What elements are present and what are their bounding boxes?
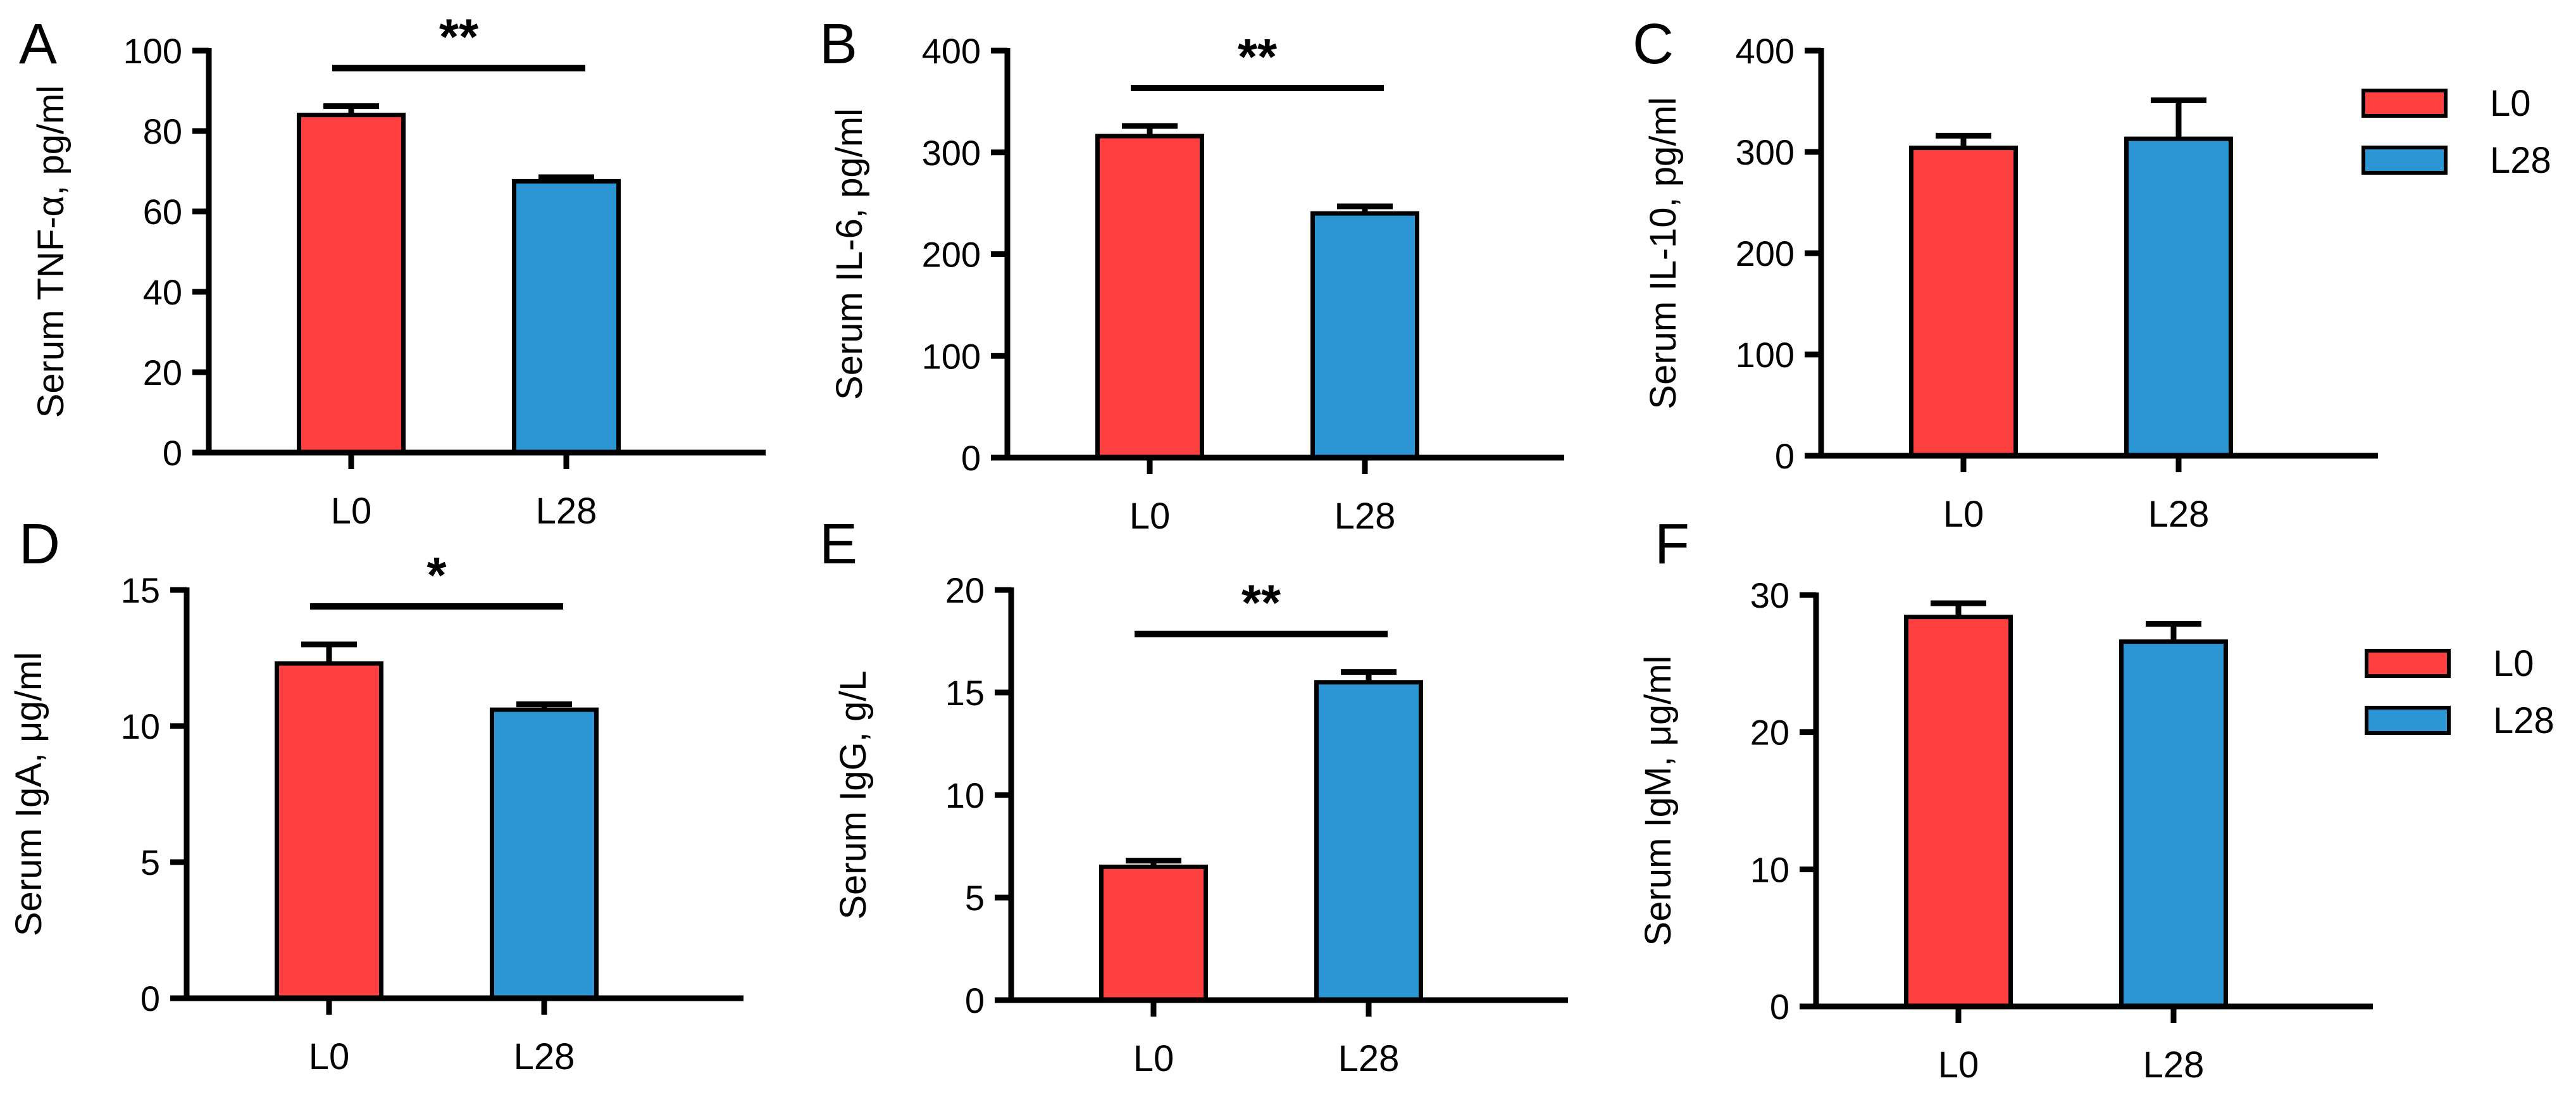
y-tick-label: 0 [163,433,182,473]
y-tick-label: 15 [945,673,985,713]
y-tick-label: 100 [1736,335,1795,375]
legend-swatch-l28 [2365,706,2451,735]
x-tick-label: L28 [514,1036,575,1077]
bar-l28 [490,707,599,1001]
panel-letter: B [819,13,857,76]
y-axis-label: Serum IL-10, pg/ml [1643,97,1684,409]
y-tick-label: 300 [922,133,981,173]
significance-marker: ** [1241,575,1281,631]
y-tick-label: 0 [140,979,160,1018]
x-tick-label: L28 [1335,496,1396,537]
y-axis-label: Serum TNF-α, pg/ml [30,85,72,418]
y-tick-label: 0 [1775,436,1795,476]
chart-panel-a: A Serum TNF-α, pg/ml 0 20 40 60 80 100 L0 L28 ** [19,9,766,532]
y-tick-label: 80 [143,111,182,151]
significance-marker: * [426,547,447,603]
x-tick-label: L0 [1129,496,1171,537]
y-tick-label: 100 [922,336,981,376]
legend-label: L28 [2490,140,2551,181]
y-tick-label: 0 [961,438,981,478]
y-tick-label: 400 [922,31,981,71]
y-axis-label: Serum IgG, g/L [833,670,874,919]
y-axis-label: Serum IL-6, pg/ml [829,108,870,400]
legend-swatch-l28 [2361,146,2448,175]
panel-letter: C [1633,13,1674,76]
significance-marker: ** [439,9,479,65]
y-tick-label: 5 [140,843,160,882]
x-tick-label: L28 [536,491,597,532]
y-tick-label: 0 [1770,987,1789,1027]
x-tick-label: L28 [2148,494,2210,535]
bar-l0 [297,113,406,455]
y-tick-label: 20 [143,353,182,392]
x-tick-label: L0 [1133,1038,1174,1079]
chart-panel-c: C Serum IL-10, pg/ml 0 100 200 300 400 L0 L28 [1633,13,2378,535]
y-tick-label: 15 [121,570,160,610]
bar-l0 [1909,146,2018,458]
chart-panel-f: F Serum IgM, μg/ml 0 10 20 30 L0 L28 [1638,513,2373,1086]
y-tick-label: 30 [1750,575,1789,615]
legend-label: L28 [2493,700,2554,741]
legend-swatch-l0 [2361,89,2448,118]
panel-letter: A [19,13,57,76]
bar-l28 [2119,639,2228,1009]
x-tick-label: L0 [309,1036,350,1077]
bar-l0 [1099,864,1208,1003]
legend-label: L0 [2493,643,2534,684]
y-tick-label: 200 [922,235,981,275]
y-tick-label: 10 [1750,849,1789,889]
bar-l0 [1904,615,2013,1009]
chart-panel-e: E Serum IgG, g/L 0 5 10 15 20 L0 L28 ** [819,513,1568,1079]
x-tick-label: L0 [1938,1044,1979,1086]
panel-letter: E [819,513,857,576]
y-tick-label: 300 [1736,132,1795,172]
y-tick-label: 200 [1736,234,1795,273]
y-axis-label: Serum IgA, μg/ml [8,652,49,936]
bar-l28 [1314,680,1423,1003]
chart-panel-d: D Serum IgA, μg/ml 0 5 10 15 L0 L28 * [8,513,744,1077]
x-tick-label: L0 [331,491,372,532]
x-tick-label: L28 [2143,1044,2205,1086]
x-tick-label: L0 [1943,494,1984,535]
bar-l28 [2124,136,2233,458]
y-tick-label: 0 [965,981,985,1020]
y-tick-label: 20 [1750,713,1789,753]
y-tick-label: 5 [965,878,985,918]
legend-swatch-l0 [2365,649,2451,678]
bar-l28 [1310,211,1419,460]
bar-l0 [275,661,383,1001]
y-tick-label: 10 [121,706,160,746]
significance-marker: ** [1238,28,1278,85]
y-tick-label: 400 [1736,31,1795,71]
chart-panel-b: B Serum IL-6, pg/ml 0 100 200 300 400 L0 L28 ** [819,13,1564,537]
x-tick-label: L28 [1338,1038,1400,1079]
y-tick-label: 40 [143,272,182,312]
bar-l0 [1095,134,1204,460]
y-tick-label: 100 [123,31,182,71]
bar-l28 [512,179,621,455]
legend-label: L0 [2490,83,2531,124]
panel-letter: D [19,513,60,576]
y-axis-label: Serum IgM, μg/ml [1638,656,1679,946]
panel-letter: F [1655,513,1689,576]
y-tick-label: 60 [143,192,182,232]
y-tick-label: 10 [945,775,985,815]
y-tick-label: 20 [945,570,985,610]
